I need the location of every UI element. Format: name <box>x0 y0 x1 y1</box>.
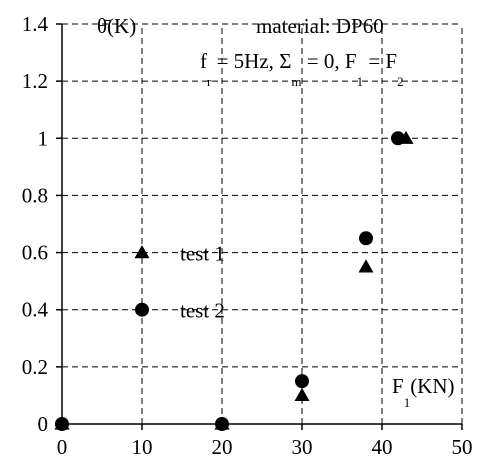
x-tick-label: 0 <box>57 435 68 459</box>
legend-label: test 1 <box>180 242 225 266</box>
conditions-text: fr = 5Hz, Σm = 0, F1 = F2 <box>200 49 404 89</box>
x-axis-label: F1(KN) <box>392 374 455 410</box>
chart-title: material: DP60 <box>256 14 384 38</box>
x-tick-label: 20 <box>212 435 233 459</box>
legend: test 1 test 2 <box>134 242 225 323</box>
x-tick-label: 50 <box>452 435 473 459</box>
y-tick-label: 1.4 <box>22 12 49 36</box>
y-tick-label: 0.6 <box>22 241 48 265</box>
x-tick-label: 30 <box>292 435 313 459</box>
legend-marker-circle <box>135 302 149 317</box>
y-tick-label: 0 <box>38 412 49 436</box>
test2-point <box>215 417 229 431</box>
grid-lines <box>62 23 463 424</box>
y-tick-label: 0.4 <box>22 298 49 322</box>
test2-point <box>295 374 309 389</box>
x-tick-label: 10 <box>132 435 153 459</box>
legend-marker-triangle <box>134 245 150 259</box>
test1-point <box>294 387 310 402</box>
x-tick-label: 40 <box>372 435 393 459</box>
data-points <box>54 130 414 431</box>
y-axis-label: θ̄(K) <box>97 14 136 38</box>
y-tick-label: 1 <box>38 126 49 150</box>
y-tick-label: 0.2 <box>22 355 48 379</box>
test2-point <box>55 417 69 431</box>
y-tick-label: 1.2 <box>22 69 48 93</box>
legend-label: test 2 <box>180 299 225 323</box>
y-tick-label: 0.8 <box>22 183 48 207</box>
test1-point <box>358 259 374 273</box>
tick-labels: 0 10 20 30 40 50 0 0.2 0.4 0.6 0.8 1 1.2 1.4 <box>22 12 473 459</box>
test2-point <box>359 231 373 246</box>
test2-point <box>391 131 405 146</box>
